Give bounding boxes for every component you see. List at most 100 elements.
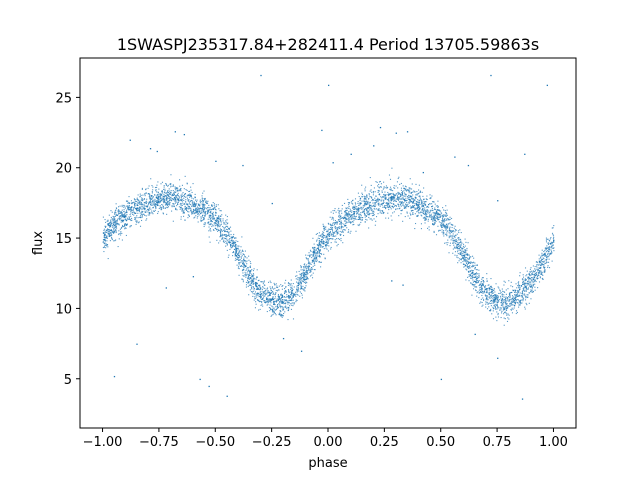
data-point bbox=[337, 238, 339, 240]
data-point bbox=[262, 283, 264, 285]
data-point bbox=[149, 198, 151, 200]
data-point bbox=[434, 222, 436, 224]
data-point bbox=[203, 210, 205, 212]
data-point bbox=[321, 253, 323, 255]
data-point bbox=[104, 239, 106, 242]
data-point bbox=[486, 291, 488, 293]
data-point bbox=[308, 261, 310, 264]
data-point bbox=[176, 194, 178, 196]
data-point bbox=[269, 293, 271, 295]
data-point bbox=[425, 217, 427, 219]
data-point bbox=[272, 297, 274, 300]
data-point bbox=[541, 264, 543, 266]
data-point bbox=[277, 300, 280, 302]
data-point bbox=[484, 292, 486, 294]
data-point bbox=[552, 244, 554, 247]
data-point bbox=[304, 265, 306, 267]
data-point bbox=[291, 290, 293, 292]
data-point bbox=[182, 211, 184, 213]
data-point bbox=[364, 213, 366, 215]
data-point bbox=[172, 199, 174, 201]
data-point bbox=[549, 243, 551, 245]
data-point bbox=[190, 209, 192, 211]
data-point bbox=[425, 212, 427, 214]
data-point bbox=[207, 218, 209, 220]
data-point bbox=[395, 185, 397, 187]
data-point bbox=[401, 198, 403, 200]
data-point bbox=[196, 203, 198, 205]
data-point bbox=[344, 210, 346, 212]
data-point bbox=[496, 304, 498, 306]
data-point bbox=[528, 277, 530, 279]
data-point bbox=[258, 296, 260, 298]
data-point bbox=[176, 187, 178, 189]
data-point bbox=[171, 210, 173, 212]
data-point bbox=[169, 199, 171, 201]
data-point bbox=[118, 212, 120, 214]
data-point bbox=[328, 238, 330, 240]
data-point bbox=[204, 222, 206, 224]
data-point bbox=[309, 249, 312, 251]
data-point bbox=[341, 217, 343, 219]
data-point bbox=[461, 258, 463, 260]
data-point bbox=[533, 271, 535, 273]
data-point bbox=[418, 212, 420, 214]
data-point bbox=[515, 294, 517, 297]
data-point bbox=[280, 314, 282, 316]
data-point bbox=[247, 275, 249, 277]
data-point bbox=[446, 244, 448, 246]
data-point bbox=[413, 190, 415, 192]
data-point bbox=[227, 231, 229, 233]
data-point bbox=[486, 288, 488, 290]
data-point bbox=[352, 203, 354, 205]
data-point bbox=[290, 287, 292, 289]
data-point bbox=[418, 209, 420, 211]
data-point bbox=[146, 201, 148, 203]
data-point bbox=[315, 252, 317, 254]
data-point bbox=[368, 207, 370, 209]
data-point bbox=[432, 216, 434, 218]
data-point bbox=[313, 262, 316, 264]
data-point bbox=[249, 277, 251, 279]
data-point bbox=[241, 236, 243, 238]
data-point bbox=[243, 253, 245, 255]
data-point bbox=[357, 218, 359, 220]
data-point bbox=[188, 206, 190, 208]
data-point bbox=[227, 226, 229, 228]
data-point bbox=[332, 217, 334, 219]
data-point bbox=[307, 270, 309, 272]
data-point bbox=[123, 204, 125, 206]
data-point bbox=[299, 281, 301, 283]
data-point bbox=[465, 268, 467, 270]
data-point bbox=[215, 214, 217, 217]
data-point bbox=[238, 274, 240, 276]
data-point bbox=[130, 225, 132, 227]
data-point bbox=[498, 300, 500, 302]
data-point bbox=[373, 204, 375, 206]
data-point bbox=[281, 288, 283, 290]
data-point bbox=[553, 237, 555, 239]
data-point bbox=[214, 214, 216, 216]
data-point bbox=[453, 246, 456, 248]
data-point bbox=[110, 230, 113, 232]
data-point bbox=[228, 228, 231, 230]
data-point bbox=[525, 297, 527, 299]
data-point bbox=[535, 272, 538, 274]
data-point bbox=[158, 201, 160, 203]
data-point bbox=[284, 311, 286, 313]
data-point bbox=[399, 193, 402, 195]
data-point bbox=[355, 230, 357, 232]
data-point bbox=[544, 252, 546, 254]
data-point bbox=[473, 273, 475, 275]
data-point bbox=[356, 209, 358, 211]
data-point bbox=[484, 288, 486, 290]
data-point bbox=[272, 310, 274, 312]
data-point bbox=[492, 306, 494, 308]
data-point bbox=[491, 292, 493, 295]
data-point bbox=[226, 225, 228, 227]
data-point bbox=[243, 257, 245, 259]
data-point bbox=[276, 307, 278, 310]
data-point bbox=[447, 230, 449, 232]
data-point bbox=[333, 222, 335, 224]
data-point bbox=[227, 222, 229, 224]
